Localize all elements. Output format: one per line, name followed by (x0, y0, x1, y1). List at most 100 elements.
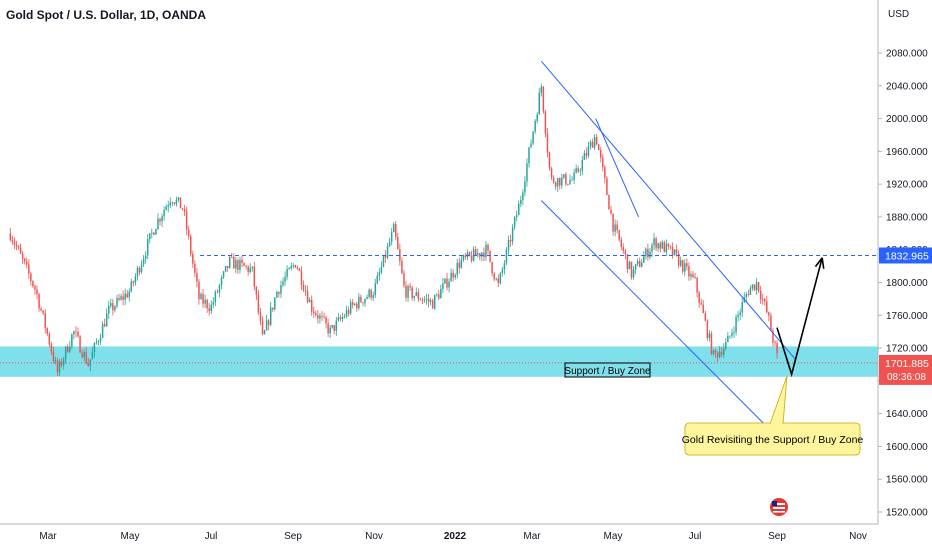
candle-body (483, 252, 485, 258)
candle-body (692, 274, 694, 278)
candle-body (368, 289, 370, 297)
chart-title: Gold Spot / U.S. Dollar, 1D, OANDA (6, 8, 207, 22)
candle (712, 349, 715, 356)
candle-body (614, 224, 616, 232)
candle-body (292, 265, 295, 266)
candle (204, 294, 206, 309)
candle (284, 271, 286, 286)
candle-body (290, 265, 292, 269)
candle (67, 344, 69, 353)
support-zone-band[interactable] (0, 346, 878, 377)
candle (429, 297, 432, 306)
time-tick-label: 2022 (444, 531, 467, 542)
candle-body (253, 266, 256, 287)
candle (616, 220, 618, 234)
candle (44, 309, 46, 334)
channel-upper-line[interactable] (540, 60, 796, 360)
zone-label[interactable]: Support / Buy Zone (564, 362, 651, 378)
candle (95, 338, 98, 345)
candle-body (190, 236, 192, 254)
candle (550, 166, 553, 180)
candle-body (224, 265, 227, 272)
time-tick-label: May (604, 531, 623, 542)
candle (235, 256, 237, 273)
candle (479, 252, 481, 261)
price-tick-label: 1760.000 (886, 311, 928, 322)
candle-body (358, 296, 360, 309)
price-axis-bg[interactable] (878, 0, 932, 550)
candle (431, 298, 434, 309)
candle-body (243, 262, 245, 267)
candle (116, 294, 118, 309)
resistance-price-label: 1832.965 (879, 247, 932, 264)
candle-body (140, 264, 143, 273)
candle (386, 242, 389, 260)
candle-body (548, 152, 551, 169)
candle-body (278, 291, 280, 294)
candle-body (183, 209, 186, 212)
candle-body (231, 256, 233, 258)
price-tick-label: 1800.000 (886, 278, 928, 289)
callout-box[interactable]: Gold Revisiting the Support / Buy Zone (682, 375, 864, 456)
channel-lower-line[interactable] (540, 200, 775, 435)
candle (489, 250, 491, 263)
us-flag-icon[interactable] (770, 498, 788, 516)
candle (634, 264, 637, 275)
candle-body (218, 285, 221, 293)
candle-body (335, 320, 338, 331)
candle-body (83, 352, 85, 358)
candle (409, 282, 411, 291)
candle (718, 346, 721, 359)
candle (417, 288, 420, 302)
candle (362, 301, 364, 306)
candle-body (50, 344, 53, 352)
zone-label-text: Support / Buy Zone (564, 366, 651, 377)
candle (110, 298, 112, 309)
candle (653, 232, 655, 251)
candle-body (567, 183, 569, 185)
candle-body (585, 153, 588, 156)
candle-body (134, 276, 137, 283)
candle (395, 220, 397, 241)
candle (339, 314, 342, 322)
candle-body (415, 292, 418, 296)
candle (187, 225, 190, 240)
candle-body (438, 294, 440, 299)
candle-body (766, 301, 768, 313)
candle-body (440, 288, 442, 299)
candle (524, 176, 526, 197)
candle (304, 284, 307, 296)
candle-body (723, 348, 725, 355)
currency-label: USD (888, 9, 909, 20)
projection-arrow[interactable] (776, 257, 823, 378)
candle-body (643, 256, 645, 263)
candle (415, 287, 418, 297)
candle (151, 228, 153, 239)
candle-body (204, 299, 206, 304)
candle (647, 243, 649, 261)
candle (50, 341, 53, 356)
candle-body (505, 249, 508, 264)
candle (237, 258, 239, 275)
candle-body (542, 86, 545, 112)
candle-body (593, 137, 596, 148)
candle (405, 280, 407, 302)
candle (645, 247, 647, 260)
candle-body (776, 343, 778, 354)
candle (335, 316, 338, 336)
candle (569, 174, 571, 185)
candle (77, 327, 79, 338)
candle-body (462, 255, 465, 260)
candle (446, 272, 448, 291)
candle-body (38, 294, 40, 309)
candle (177, 197, 180, 203)
candle (716, 351, 719, 362)
channel-mid-line[interactable] (595, 118, 639, 218)
candle-body (536, 114, 538, 121)
candle-body (214, 291, 217, 303)
candle-body (339, 317, 342, 320)
candle-body (284, 276, 286, 282)
candle-body (136, 267, 139, 277)
